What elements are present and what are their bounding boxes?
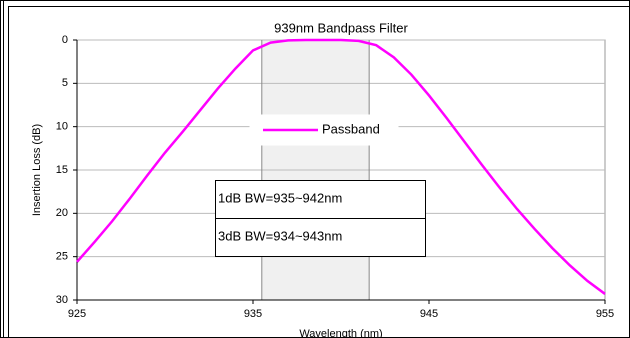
x-tick-label: 935 bbox=[244, 308, 262, 320]
y-tick-label: 25 bbox=[56, 251, 68, 263]
y-tick-label: 0 bbox=[62, 34, 68, 46]
y-tick-label: 15 bbox=[56, 164, 68, 176]
data-line bbox=[76, 38, 606, 295]
annotation: 1dB BW=935~942nm bbox=[218, 190, 342, 205]
legend-label: Passband bbox=[322, 121, 380, 136]
x-tick-label: 955 bbox=[596, 308, 614, 320]
y-tick-label: 30 bbox=[56, 294, 68, 306]
x-axis-label: Wavelength (nm) bbox=[299, 328, 382, 338]
x-tick-label: 925 bbox=[68, 308, 86, 320]
y-tick-label: 5 bbox=[62, 77, 68, 89]
chart-title: 939nm Bandpass Filter bbox=[274, 20, 408, 35]
annotation: 3dB BW=934~943nm bbox=[218, 228, 342, 243]
y-tick-label: 20 bbox=[56, 207, 68, 219]
y-axis-label: Insertion Loss (dB) bbox=[31, 124, 43, 216]
x-tick-label: 945 bbox=[420, 308, 438, 320]
y-tick-label: 10 bbox=[56, 121, 68, 133]
